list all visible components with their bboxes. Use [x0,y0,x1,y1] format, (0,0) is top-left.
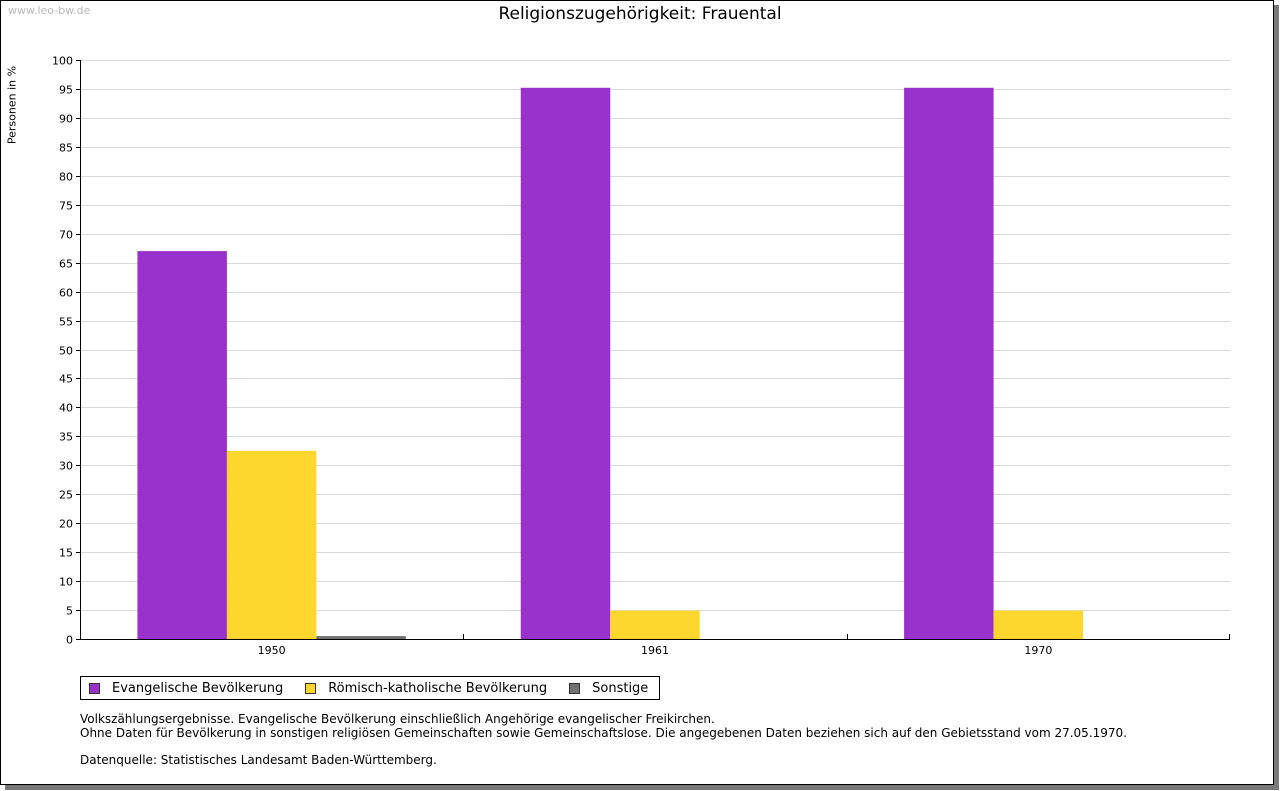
x-tick-label: 1970 [1024,644,1052,657]
y-tick-label: 95 [59,84,73,97]
chart-notes: Volkszählungsergebnisse. Evangelische Be… [80,712,1127,767]
y-tick-label: 90 [59,113,73,126]
y-tick-label: 35 [59,431,73,444]
y-tick-label: 75 [59,200,73,213]
y-tick-label: 25 [59,489,73,502]
bar [610,610,700,639]
y-tick-label: 5 [66,605,73,618]
legend-swatch-sonstige [569,682,581,694]
x-tick-label: 1950 [258,644,286,657]
y-tick-label: 20 [59,518,73,531]
y-tick-label: 70 [59,229,73,242]
note-line-2: Ohne Daten für Bevölkerung in sonstigen … [80,726,1127,740]
y-tick-label: 65 [59,258,73,271]
bar [993,610,1084,639]
y-tick-label: 100 [52,55,73,68]
watermark: www.leo-bw.de [8,4,91,17]
note-line-1: Volkszählungsergebnisse. Evangelische Be… [80,712,715,726]
legend-item-sonstige: Sonstige [569,681,648,696]
legend-item-katholisch: Römisch-katholische Bevölkerung [305,681,547,696]
x-tick-label: 1961 [641,644,669,657]
y-tick-label: 50 [59,345,73,358]
y-tick-label: 55 [59,316,73,329]
y-tick-label: 15 [59,547,73,560]
bar [316,636,406,639]
y-tick-label: 10 [59,576,73,589]
bar [904,87,994,640]
bar [226,450,317,639]
legend: Evangelische Bevölkerung Römisch-katholi… [80,676,661,700]
y-tick-label: 60 [59,287,73,300]
legend-item-evangelisch: Evangelische Bevölkerung [89,681,283,696]
legend-swatch-katholisch [305,682,317,694]
y-tick-label: 80 [59,171,73,184]
chart-title: Religionszugehörigkeit: Frauental [498,4,782,24]
bar [137,251,227,639]
data-source: Datenquelle: Statistisches Landesamt Bad… [80,753,437,767]
legend-label-evangelisch: Evangelische Bevölkerung [112,680,284,696]
legend-label-katholisch: Römisch-katholische Bevölkerung [328,680,548,696]
y-tick-label: 40 [59,402,73,415]
legend-swatch-evangelisch [89,682,100,694]
y-tick-label: 45 [59,373,73,386]
y-tick-label: 0 [66,634,73,647]
bar [520,87,611,640]
y-tick-label: 85 [59,142,73,155]
y-tick-label: 30 [59,460,73,473]
legend-label-sonstige: Sonstige [592,680,649,696]
